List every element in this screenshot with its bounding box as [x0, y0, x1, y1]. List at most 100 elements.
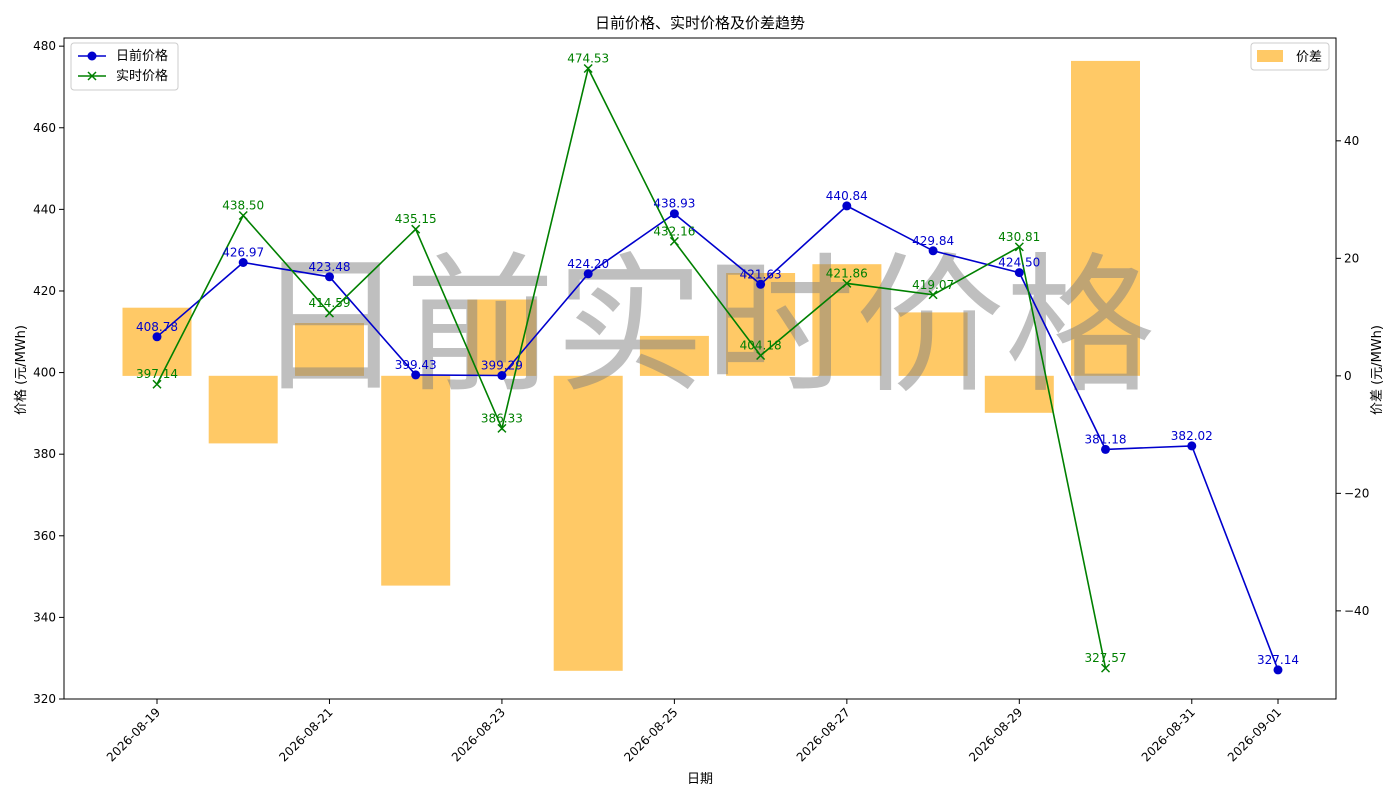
realtime-point — [152, 379, 162, 389]
dayahead-point — [928, 246, 938, 256]
diff-bar — [208, 375, 278, 444]
y-left-tick-label: 420 — [33, 284, 56, 298]
realtime-point — [928, 290, 938, 300]
dayahead-data-label: 426.97 — [222, 246, 264, 260]
dayahead-point — [238, 258, 248, 267]
y-axis-left-title: 价格 (元/MWh) — [13, 325, 29, 415]
dayahead-data-label: 424.20 — [567, 257, 609, 271]
legend-dayahead-label: 日前价格 — [116, 48, 168, 64]
realtime-point — [324, 308, 334, 318]
marker-stroke — [1014, 242, 1024, 252]
realtime-point — [1101, 663, 1111, 673]
dayahead-point — [152, 332, 162, 342]
dayahead-data-label: 399.43 — [395, 358, 437, 372]
diff-bar — [898, 312, 968, 376]
dayahead-data-label: 382.02 — [1171, 429, 1213, 443]
price-lines — [152, 63, 1283, 675]
legend-right-box — [1250, 42, 1330, 71]
dayahead-data-label: 423.48 — [309, 260, 351, 274]
y-right-tick-label: 20 — [1344, 251, 1359, 265]
dayahead-line — [156, 204, 1279, 671]
realtime-point — [238, 210, 248, 221]
x-tick-label: 2026-08-29 — [966, 705, 1025, 764]
realtime-data-label: 432.16 — [653, 224, 695, 238]
marker-stroke — [324, 308, 334, 318]
chart-title: 日前价格、实时价格及价差趋势 — [595, 14, 805, 32]
marker-stroke — [497, 423, 507, 433]
marker-stroke — [411, 224, 421, 234]
realtime-data-label: 435.15 — [395, 212, 437, 226]
x-axis-title: 日期 — [687, 772, 713, 787]
dayahead-data-label: 399.29 — [481, 359, 523, 373]
dayahead-point — [1014, 268, 1024, 278]
realtime-point — [411, 224, 421, 234]
diff-bar — [1071, 60, 1140, 376]
diff-bar — [639, 335, 709, 376]
y-right-tick-label: −40 — [1344, 604, 1369, 618]
dayahead-point — [1273, 665, 1283, 675]
realtime-data-label: 404.18 — [740, 339, 782, 353]
legend-realtime-label: 实时价格 — [116, 68, 168, 84]
diff-bars — [122, 60, 1140, 671]
marker-stroke — [152, 379, 162, 389]
y-axis-left: 320 340 360 380 400 420 440 460 480 — [33, 39, 64, 706]
x-tick-label: 2026-08-19 — [104, 705, 163, 764]
data-labels: 408.78 426.97 423.48 399.43 399.29 424.20 438.… — [136, 52, 1299, 667]
y-left-tick-label: 480 — [33, 39, 56, 53]
marker-stroke — [238, 210, 248, 221]
dayahead-data-label: 429.84 — [912, 234, 954, 248]
y-right-tick-label: 0 — [1344, 369, 1352, 383]
realtime-data-label: 386.33 — [481, 411, 523, 425]
realtime-data-label: 421.86 — [826, 266, 868, 280]
realtime-point — [583, 63, 593, 74]
dayahead-point — [325, 272, 334, 282]
x-tick-label: 2026-08-31 — [1139, 705, 1198, 764]
realtime-data-label: 474.53 — [567, 52, 609, 66]
realtime-point — [669, 236, 679, 246]
marker-stroke — [87, 71, 97, 81]
realtime-data-label: 327.57 — [1085, 651, 1127, 665]
diff-bar — [122, 307, 192, 376]
dayahead-point — [1101, 444, 1110, 454]
realtime-data-label: 397.14 — [136, 367, 178, 381]
legend-right: 价差 — [1250, 42, 1330, 71]
marker-stroke — [669, 236, 679, 246]
realtime-data-label: 430.81 — [998, 230, 1040, 244]
dayahead-data-label: 438.93 — [653, 197, 695, 211]
x-tick-label: 2026-08-25 — [621, 705, 680, 764]
realtime-point — [756, 350, 766, 361]
dayahead-data-label: 381.18 — [1085, 432, 1127, 446]
marker-stroke — [842, 278, 852, 288]
legend-left-box — [70, 42, 179, 91]
y-right-tick-label: 40 — [1344, 134, 1359, 148]
y-left-tick-label: 360 — [33, 529, 56, 543]
y-left-tick-label: 340 — [33, 610, 56, 624]
x-tick-label: 2026-08-21 — [276, 705, 335, 764]
dayahead-point — [669, 209, 679, 219]
diff-bar — [381, 375, 451, 586]
dayahead-point — [842, 201, 852, 211]
x-axis: 2026-08-19 2026-08-21 2026-08-23 2026-08-25… — [104, 699, 1284, 764]
dayahead-data-label: 327.14 — [1257, 653, 1299, 667]
dayahead-data-label: 424.50 — [998, 256, 1040, 270]
legend-dayahead-marker — [87, 51, 97, 61]
diff-bar — [553, 375, 623, 671]
realtime-data-label: 414.59 — [309, 296, 351, 310]
y-left-tick-label: 440 — [33, 202, 56, 216]
dayahead-point — [756, 279, 766, 289]
marker-stroke — [928, 290, 938, 300]
y-left-tick-label: 320 — [33, 692, 56, 706]
y-axis-right-title: 价差 (元/MWh) — [1370, 325, 1385, 415]
x-tick-label: 2026-08-23 — [449, 705, 508, 764]
realtime-data-label: 419.07 — [912, 278, 954, 292]
marker-stroke — [1101, 663, 1111, 673]
legend-realtime-marker — [87, 71, 97, 81]
y-left-tick-label: 400 — [33, 366, 56, 380]
x-tick-label: 2026-08-27 — [794, 705, 853, 764]
dayahead-point — [583, 269, 593, 279]
y-right-tick-label: −20 — [1344, 486, 1369, 500]
diff-bar — [984, 375, 1054, 413]
dayahead-point — [411, 370, 421, 380]
realtime-point — [497, 423, 507, 433]
realtime-data-label: 438.50 — [222, 199, 264, 213]
